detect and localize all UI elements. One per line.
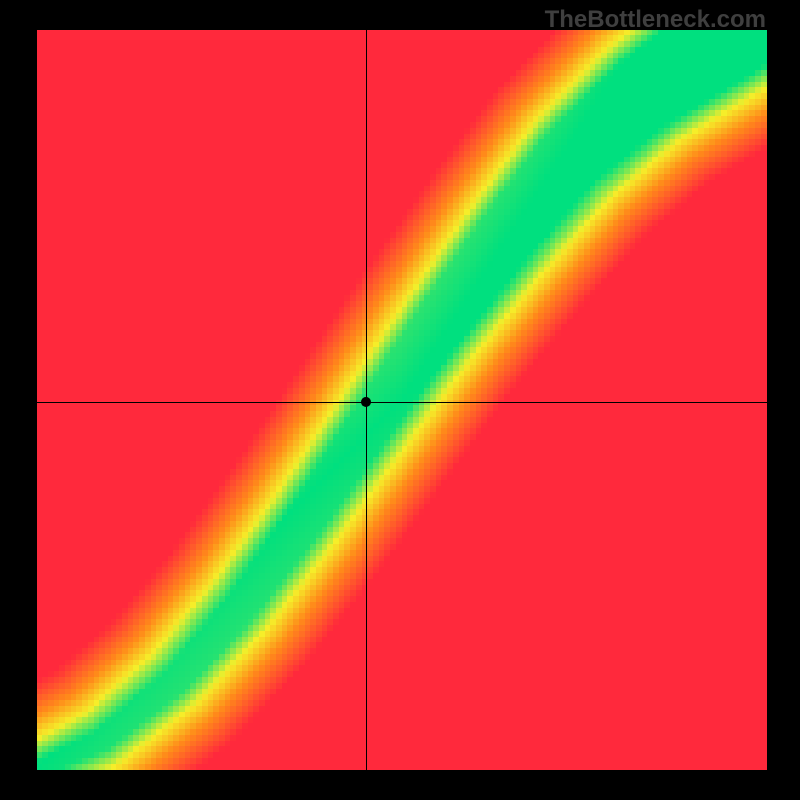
watermark-text: TheBottleneck.com — [545, 6, 766, 34]
chart-frame: TheBottleneck.com — [0, 0, 800, 800]
heatmap-canvas — [37, 30, 767, 770]
heatmap-area — [37, 30, 767, 770]
